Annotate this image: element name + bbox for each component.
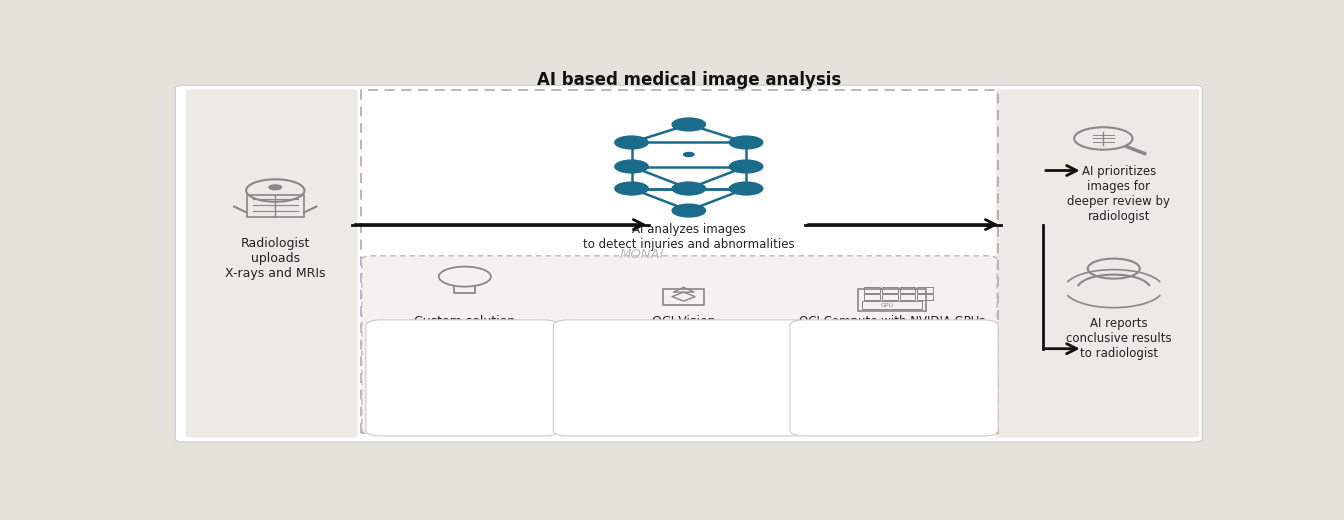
Text: MONAI: MONAI xyxy=(620,248,664,261)
Bar xyxy=(899,287,915,293)
Text: AI reports
conclusive results
to radiologist: AI reports conclusive results to radiolo… xyxy=(1066,317,1172,360)
FancyBboxPatch shape xyxy=(185,89,358,437)
Bar xyxy=(863,301,922,309)
FancyBboxPatch shape xyxy=(175,85,1203,442)
Circle shape xyxy=(730,182,763,195)
Circle shape xyxy=(614,182,648,195)
Text: Radiologist
uploads
X-rays and MRIs: Radiologist uploads X-rays and MRIs xyxy=(224,237,325,280)
Bar xyxy=(663,289,704,305)
Text: AI prioritizes
images for
deeper review by
radiologist: AI prioritizes images for deeper review … xyxy=(1067,164,1171,223)
Bar xyxy=(882,294,898,300)
Circle shape xyxy=(614,160,648,173)
Bar xyxy=(247,194,304,216)
Circle shape xyxy=(672,118,706,131)
Bar xyxy=(918,294,933,300)
Bar xyxy=(857,289,926,310)
Circle shape xyxy=(730,136,763,149)
Bar xyxy=(864,294,880,300)
Bar xyxy=(882,287,898,293)
Text: Oracle can work with you to
build a tailored solutions: Oracle can work with you to build a tail… xyxy=(384,338,540,359)
Circle shape xyxy=(677,150,700,159)
Bar xyxy=(899,294,915,300)
Circle shape xyxy=(672,182,706,195)
Text: AI based medical image analysis: AI based medical image analysis xyxy=(536,71,841,89)
Text: Fine-tune prebuilt models in OCI
Vision service or open source
models such as MO: Fine-tune prebuilt models in OCI Vision … xyxy=(591,338,771,371)
Text: OCI Vision: OCI Vision xyxy=(652,315,715,328)
Text: Deploy AI models on OCI
virtual machine or bare metal
compute clusters: Deploy AI models on OCI virtual machine … xyxy=(810,338,977,371)
Text: Custom solution: Custom solution xyxy=(414,315,515,328)
Circle shape xyxy=(614,136,648,149)
Bar xyxy=(918,287,933,293)
Circle shape xyxy=(684,152,694,157)
Text: AI analyzes images
to detect injuries and abnormalities: AI analyzes images to detect injuries an… xyxy=(583,223,794,251)
Circle shape xyxy=(730,160,763,173)
Bar xyxy=(864,287,880,293)
FancyBboxPatch shape xyxy=(362,256,997,434)
Circle shape xyxy=(269,185,281,190)
Circle shape xyxy=(672,204,706,217)
FancyBboxPatch shape xyxy=(996,89,1199,437)
Text: OCI Compute with NVIDIA GPUs: OCI Compute with NVIDIA GPUs xyxy=(798,315,985,328)
FancyBboxPatch shape xyxy=(790,320,999,436)
FancyBboxPatch shape xyxy=(366,320,559,436)
Bar xyxy=(360,90,999,433)
FancyBboxPatch shape xyxy=(554,320,809,436)
Text: GPU: GPU xyxy=(880,303,894,308)
